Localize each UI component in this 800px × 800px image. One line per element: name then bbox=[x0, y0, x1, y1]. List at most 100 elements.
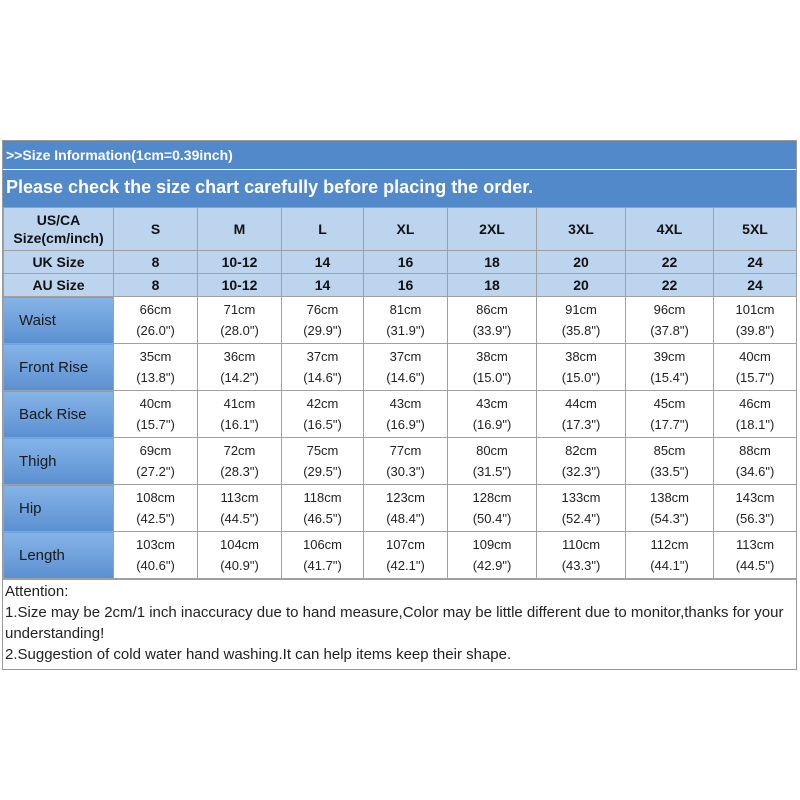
measure-cell: 36cm (14.2") bbox=[197, 343, 282, 391]
measure-cell: 110cm (43.3") bbox=[536, 531, 626, 579]
measure-cell: 41cm (16.1") bbox=[197, 390, 282, 438]
inch-value: (43.3") bbox=[561, 558, 601, 573]
size-value: 8 bbox=[113, 250, 198, 274]
inch-value: (15.4") bbox=[650, 370, 689, 385]
measure-cell: 113cm (44.5") bbox=[713, 531, 797, 579]
measure-cell: 123cm (48.4") bbox=[363, 484, 448, 532]
inch-value: (39.8") bbox=[735, 323, 775, 338]
cm-value: 106cm bbox=[302, 537, 343, 552]
measure-cell: 37cm (14.6") bbox=[363, 343, 448, 391]
measure-label: Front Rise bbox=[3, 343, 114, 391]
inch-value: (52.4") bbox=[561, 511, 601, 526]
inch-value: (15.7") bbox=[136, 417, 175, 432]
size-chart: >>Size Information(1cm=0.39inch) Please … bbox=[2, 140, 797, 670]
size-header: 2XL bbox=[447, 207, 537, 251]
cm-value: 101cm bbox=[735, 302, 775, 317]
measure-cell: 40cm (15.7") bbox=[113, 390, 198, 438]
measure-cell: 143cm (56.3") bbox=[713, 484, 797, 532]
measure-cell: 104cm (40.9") bbox=[197, 531, 282, 579]
cm-value: 128cm bbox=[472, 490, 512, 505]
cm-value: 39cm bbox=[653, 349, 686, 364]
measure-label: Back Rise bbox=[3, 390, 114, 438]
cm-value: 104cm bbox=[219, 537, 260, 552]
cm-value: 40cm bbox=[739, 349, 771, 364]
measure-cell: 42cm (16.5") bbox=[281, 390, 364, 438]
cm-value: 91cm bbox=[565, 302, 597, 317]
measure-label: Waist bbox=[3, 296, 114, 344]
inch-value: (28.0") bbox=[220, 323, 259, 338]
measure-row: Back Rise 40cm (15.7") 41cm (16.1") 42cm (16.5… bbox=[3, 390, 797, 438]
cm-value: 138cm bbox=[649, 490, 690, 505]
cm-value: 108cm bbox=[135, 490, 176, 505]
size-value: 20 bbox=[536, 250, 626, 274]
measure-cell: 85cm (33.5") bbox=[625, 437, 714, 485]
cm-value: 46cm bbox=[739, 396, 771, 411]
cm-value: 110cm bbox=[561, 537, 601, 552]
size-value: 24 bbox=[713, 273, 797, 297]
cm-value: 81cm bbox=[389, 302, 422, 317]
measure-cell: 75cm (29.5") bbox=[281, 437, 364, 485]
cm-value: 133cm bbox=[561, 490, 601, 505]
measure-cell: 72cm (28.3") bbox=[197, 437, 282, 485]
notice-bar: Please check the size chart carefully be… bbox=[3, 170, 796, 207]
inch-value: (42.5") bbox=[136, 511, 175, 526]
size-value: 10-12 bbox=[197, 273, 282, 297]
inch-value: (40.6") bbox=[136, 558, 175, 573]
inch-value: (31.9") bbox=[386, 323, 425, 338]
size-row-label: UK Size bbox=[3, 250, 114, 274]
measure-cell: 69cm (27.2") bbox=[113, 437, 198, 485]
measure-cell: 138cm (54.3") bbox=[625, 484, 714, 532]
measure-cell: 80cm (31.5") bbox=[447, 437, 537, 485]
cm-value: 42cm bbox=[306, 396, 339, 411]
inch-value: (28.3") bbox=[220, 464, 259, 479]
size-header: S bbox=[113, 207, 198, 251]
size-header: 3XL bbox=[536, 207, 626, 251]
size-value: 20 bbox=[536, 273, 626, 297]
measure-cell: 133cm (52.4") bbox=[536, 484, 626, 532]
measure-cell: 103cm (40.6") bbox=[113, 531, 198, 579]
size-header: XL bbox=[363, 207, 448, 251]
inch-value: (37.8") bbox=[650, 323, 689, 338]
inch-value: (41.7") bbox=[303, 558, 342, 573]
measure-row: Hip 108cm (42.5") 113cm (44.5") 118cm (46.5") 1… bbox=[3, 484, 797, 532]
inch-value: (16.1") bbox=[220, 417, 259, 432]
inch-value: (16.9") bbox=[386, 417, 425, 432]
cm-value: 36cm bbox=[223, 349, 256, 364]
measure-cell: 112cm (44.1") bbox=[625, 531, 714, 579]
measure-cell: 82cm (32.3") bbox=[536, 437, 626, 485]
size-value: 18 bbox=[447, 250, 537, 274]
size-value: 22 bbox=[625, 273, 714, 297]
cm-value: 71cm bbox=[223, 302, 256, 317]
measure-cell: 109cm (42.9") bbox=[447, 531, 537, 579]
measure-cell: 86cm (33.9") bbox=[447, 296, 537, 344]
inch-value: (34.6") bbox=[735, 464, 775, 479]
size-value: 16 bbox=[363, 273, 448, 297]
cm-value: 112cm bbox=[650, 537, 689, 552]
attention: Attention: 1.Size may be 2cm/1 inch inacc… bbox=[3, 579, 796, 669]
size-value: 24 bbox=[713, 250, 797, 274]
measure-cell: 107cm (42.1") bbox=[363, 531, 448, 579]
inch-value: (16.5") bbox=[303, 417, 342, 432]
measure-row: Thigh 69cm (27.2") 72cm (28.3") 75cm (29.5") 77… bbox=[3, 437, 797, 485]
cm-value: 75cm bbox=[306, 443, 339, 458]
size-value: 16 bbox=[363, 250, 448, 274]
corner-cell: US/CA Size(cm/inch) bbox=[3, 207, 114, 251]
cm-value: 45cm bbox=[653, 396, 686, 411]
inch-value: (31.5") bbox=[472, 464, 512, 479]
inch-value: (17.7") bbox=[650, 417, 689, 432]
size-row: AU Size 8 10-12 14 16 18 20 22 24 bbox=[3, 273, 797, 297]
cm-value: 113cm bbox=[735, 537, 775, 552]
corner-text: Size(cm/inch) bbox=[13, 230, 104, 246]
cm-value: 103cm bbox=[135, 537, 176, 552]
inch-value: (56.3") bbox=[735, 511, 775, 526]
info-bar: >>Size Information(1cm=0.39inch) bbox=[3, 141, 796, 170]
cm-value: 143cm bbox=[735, 490, 775, 505]
cm-value: 82cm bbox=[565, 443, 597, 458]
measure-cell: 77cm (30.3") bbox=[363, 437, 448, 485]
measure-cell: 39cm (15.4") bbox=[625, 343, 714, 391]
inch-value: (40.9") bbox=[220, 558, 259, 573]
size-value: 10-12 bbox=[197, 250, 282, 274]
measure-cell: 118cm (46.5") bbox=[281, 484, 364, 532]
inch-value: (14.6") bbox=[303, 370, 342, 385]
inch-value: (14.6") bbox=[386, 370, 425, 385]
